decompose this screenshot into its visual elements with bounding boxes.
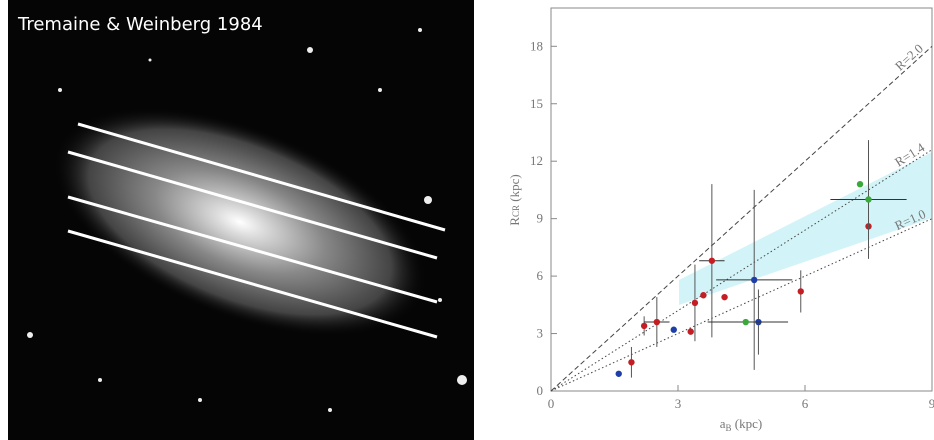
data-point xyxy=(670,326,677,333)
y-label-unit: (kpc) xyxy=(507,174,522,201)
y-label-main: R xyxy=(507,217,522,226)
x-label-unit: (kpc) xyxy=(735,416,762,431)
y-tick-label: 3 xyxy=(537,326,544,341)
x-tick-label: 3 xyxy=(675,396,682,411)
y-tick-label: 6 xyxy=(537,268,544,283)
data-point xyxy=(640,322,648,330)
plot-frame xyxy=(550,7,933,392)
galaxy xyxy=(51,106,429,338)
data-point xyxy=(742,318,749,326)
data-point xyxy=(615,370,622,377)
ratio-line xyxy=(550,218,933,392)
x-axis-label: aB (kpc) xyxy=(720,416,762,434)
stars xyxy=(27,28,467,412)
shaded-band xyxy=(679,152,932,305)
data-point xyxy=(721,293,728,301)
ratio-line-label: R=2.0 xyxy=(892,41,926,74)
y-axis-label: RCR (kpc) xyxy=(507,174,522,225)
x-tick-label: 9 xyxy=(929,396,934,411)
y-tick-label: 0 xyxy=(537,383,544,398)
y-tick-label: 15 xyxy=(530,96,543,111)
y-tick-label: 18 xyxy=(530,38,543,53)
data-point xyxy=(687,328,694,335)
data-point xyxy=(708,257,716,264)
data-point xyxy=(700,292,707,299)
data-point xyxy=(653,318,661,326)
ratio-line xyxy=(550,149,933,392)
x-label-main: a xyxy=(720,416,726,431)
data-point xyxy=(628,359,635,366)
data-point xyxy=(751,276,758,284)
image-caption: Tremaine & Weinberg 1984 xyxy=(17,14,263,35)
x-tick-label: 0 xyxy=(548,396,555,411)
data-point xyxy=(856,180,864,188)
slit-lines xyxy=(67,122,446,339)
x-tick-label: 6 xyxy=(802,396,809,411)
data-point xyxy=(691,299,699,307)
x-label-sub: B xyxy=(726,423,732,433)
data-point xyxy=(797,288,804,295)
y-label-sub: CR xyxy=(511,205,521,217)
data-point xyxy=(865,196,872,203)
ratio-line xyxy=(550,45,933,392)
y-tick-label: 9 xyxy=(537,211,544,226)
y-tick-label: 12 xyxy=(530,153,543,168)
